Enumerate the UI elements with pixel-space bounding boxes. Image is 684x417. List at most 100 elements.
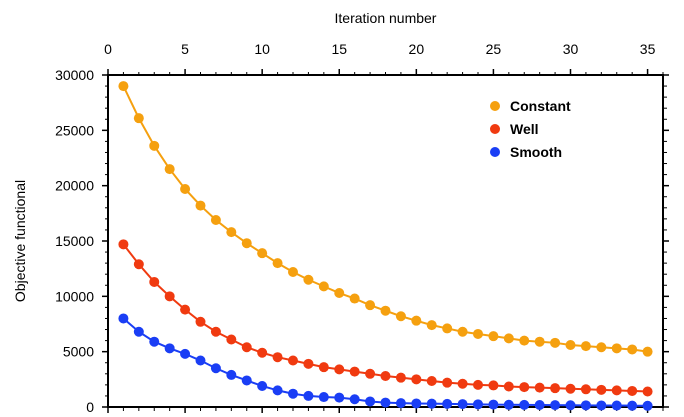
- data-point-constant: [380, 305, 391, 316]
- data-point-well: [596, 384, 607, 395]
- data-point-constant: [288, 266, 298, 277]
- data-point-well: [580, 384, 591, 395]
- data-point-smooth: [580, 400, 591, 411]
- x-tick-label: 15: [331, 41, 347, 57]
- data-point-constant: [519, 335, 530, 346]
- y-tick-label: 30000: [55, 67, 94, 83]
- data-point-constant: [226, 227, 237, 238]
- data-point-constant: [442, 323, 453, 334]
- data-point-constant: [164, 164, 175, 175]
- data-point-well: [349, 366, 360, 377]
- data-point-well: [365, 368, 376, 379]
- data-point-well: [210, 326, 221, 337]
- data-point-well: [395, 372, 406, 383]
- data-point-smooth: [210, 363, 221, 374]
- data-point-smooth: [195, 355, 206, 366]
- data-point-constant: [133, 113, 144, 124]
- data-point-well: [133, 259, 144, 270]
- y-tick-label: 20000: [55, 178, 94, 194]
- data-point-well: [627, 385, 638, 396]
- data-point-well: [288, 355, 298, 366]
- y-tick-label: 25000: [55, 122, 94, 138]
- legend-marker-smooth: [490, 147, 500, 157]
- data-point-constant: [349, 293, 360, 304]
- x-axis-title: Iteration number: [335, 10, 437, 26]
- data-point-smooth: [395, 398, 406, 409]
- data-point-well: [411, 374, 422, 385]
- data-point-constant: [303, 274, 314, 285]
- x-tick-label: 30: [563, 41, 579, 57]
- series-constant: [118, 81, 653, 357]
- y-tick-label: 10000: [55, 288, 94, 304]
- x-tick-label: 35: [640, 41, 656, 57]
- data-point-smooth: [349, 394, 360, 405]
- data-point-well: [611, 385, 622, 396]
- data-point-well: [334, 364, 345, 375]
- data-point-smooth: [226, 369, 237, 380]
- data-point-constant: [180, 183, 191, 194]
- x-tick-label: 10: [254, 41, 270, 57]
- data-point-smooth: [241, 375, 252, 386]
- data-point-constant: [365, 300, 376, 311]
- data-point-constant: [503, 333, 514, 344]
- data-point-constant: [534, 336, 545, 347]
- y-tick-label: 15000: [55, 233, 94, 249]
- data-point-smooth: [488, 399, 499, 410]
- x-tick-label: 5: [181, 41, 189, 57]
- data-point-smooth: [118, 313, 129, 324]
- data-point-smooth: [503, 399, 514, 410]
- x-tick-label: 20: [409, 41, 425, 57]
- data-point-constant: [334, 288, 345, 299]
- data-point-well: [380, 371, 391, 382]
- data-point-well: [519, 382, 530, 393]
- data-point-constant: [318, 281, 329, 292]
- data-point-smooth: [565, 400, 576, 411]
- data-point-well: [164, 291, 175, 302]
- data-point-constant: [611, 343, 622, 354]
- axis-ticks: 0 5 10 15 20 25 30 35 0 5000 10000 15000 20000 25000 3…: [55, 41, 669, 415]
- y-tick-label: 0: [86, 399, 94, 415]
- data-point-smooth: [611, 400, 622, 411]
- data-point-well: [257, 347, 268, 358]
- data-point-smooth: [426, 398, 437, 409]
- data-point-smooth: [318, 392, 329, 403]
- data-point-well: [457, 378, 468, 389]
- data-point-constant: [411, 315, 422, 326]
- data-point-smooth: [457, 399, 468, 410]
- legend: Constant Well Smooth: [490, 98, 571, 160]
- data-point-constant: [195, 200, 206, 211]
- data-point-constant: [473, 328, 483, 339]
- data-point-constant: [596, 342, 607, 353]
- data-point-constant: [457, 326, 468, 337]
- data-point-constant: [118, 81, 129, 92]
- data-point-smooth: [334, 392, 345, 403]
- data-point-well: [180, 304, 191, 315]
- data-point-smooth: [288, 388, 298, 399]
- data-point-constant: [488, 331, 499, 342]
- data-point-well: [226, 334, 237, 345]
- data-point-well: [426, 375, 437, 386]
- data-point-well: [550, 383, 561, 394]
- legend-marker-constant: [490, 101, 500, 111]
- data-point-well: [565, 383, 576, 394]
- legend-label-smooth: Smooth: [510, 144, 562, 160]
- data-point-well: [642, 386, 653, 397]
- data-point-smooth: [534, 400, 545, 411]
- data-point-constant: [426, 320, 437, 331]
- data-point-constant: [241, 238, 252, 249]
- data-point-well: [503, 381, 514, 392]
- data-point-smooth: [380, 397, 391, 408]
- data-point-well: [272, 352, 283, 363]
- data-point-well: [303, 358, 314, 369]
- data-point-constant: [550, 337, 561, 348]
- legend-label-constant: Constant: [510, 98, 571, 114]
- data-point-constant: [565, 340, 576, 351]
- data-point-well: [149, 276, 160, 287]
- legend-label-well: Well: [510, 121, 539, 137]
- data-point-smooth: [519, 399, 530, 410]
- data-point-constant: [257, 248, 268, 259]
- series-well: [118, 239, 653, 397]
- data-point-smooth: [596, 400, 607, 411]
- series-layer: [118, 81, 653, 411]
- x-tick-label: 0: [104, 41, 112, 57]
